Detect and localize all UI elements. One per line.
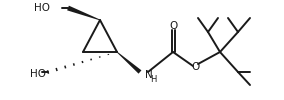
Text: H: H [150, 74, 156, 84]
Text: HO: HO [34, 3, 50, 13]
Text: O: O [169, 21, 177, 31]
Polygon shape [67, 6, 100, 20]
Polygon shape [117, 52, 141, 74]
Text: HO: HO [30, 69, 46, 79]
Text: N: N [145, 70, 153, 80]
Text: O: O [191, 62, 199, 72]
